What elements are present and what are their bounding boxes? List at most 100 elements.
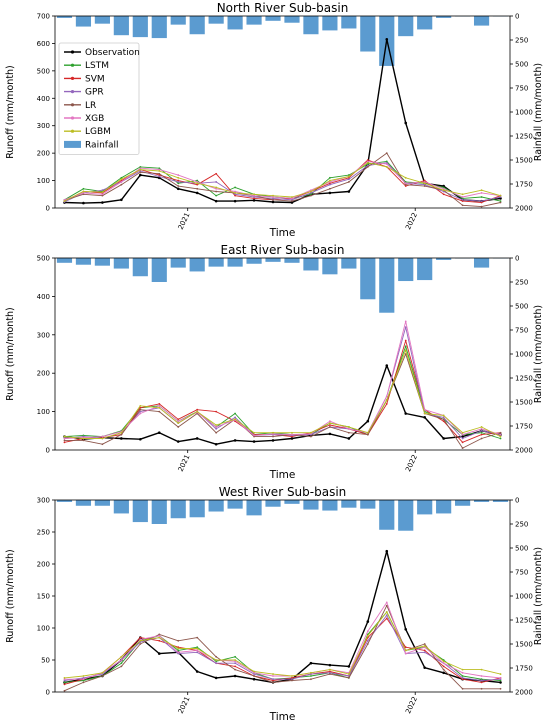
data-point-lr — [215, 190, 218, 193]
rainfall-bar — [132, 500, 148, 523]
data-point-gpr — [291, 198, 293, 201]
rainfall-bar — [417, 258, 433, 281]
data-point-lgbm — [499, 673, 502, 675]
data-point-gpr — [234, 416, 237, 419]
data-point-svm — [63, 441, 66, 444]
y-tick-label: 700 — [37, 13, 50, 21]
rainfall-bar — [170, 258, 186, 268]
rainfall-bar — [436, 258, 452, 260]
chart-panel-2: 0 100 200 300 400 500 0 250 500 750 1000 1250 1500 17… — [5, 243, 544, 481]
rainfall-bar — [208, 16, 224, 24]
data-point-lgbm — [120, 655, 123, 658]
y-tick-label: 0 — [46, 447, 50, 455]
data-point-observation — [157, 431, 161, 435]
data-point-xgb — [385, 601, 388, 604]
data-point-lr — [101, 194, 104, 197]
data-point-lstm — [139, 165, 142, 168]
data-point-observation — [271, 439, 275, 442]
data-point-svm — [461, 678, 464, 681]
data-point-lgbm — [158, 406, 161, 409]
data-point-observation — [252, 199, 256, 202]
y-tick-label: 300 — [37, 331, 50, 339]
data-point-svm — [234, 194, 237, 197]
data-point-lgbm — [499, 194, 502, 197]
data-point-xgb — [196, 649, 199, 652]
data-point-svm — [423, 649, 426, 652]
data-point-observation — [442, 184, 445, 188]
series-line-xgb — [64, 601, 501, 680]
data-point-lr — [423, 643, 426, 645]
data-point-xgb — [310, 189, 312, 192]
data-point-lr — [177, 639, 180, 642]
rainfall-bar — [189, 16, 205, 35]
data-point-lr — [480, 687, 483, 690]
data-point-observation — [442, 437, 445, 440]
y-tick-label: 250 — [37, 529, 50, 537]
series-line-lstm — [64, 611, 501, 683]
data-point-xgb — [63, 198, 66, 201]
y-axis-label: Runoff (mm/month) — [5, 307, 16, 401]
rainfall-bar — [56, 500, 73, 502]
data-point-gpr — [215, 662, 218, 665]
rainfall-bar — [265, 500, 281, 507]
rainfall-bar — [56, 16, 73, 18]
x-tick-label: 2022 — [404, 453, 419, 473]
data-point-lr — [328, 426, 331, 428]
data-point-lr — [366, 165, 369, 168]
y2-tick-label: 1000 — [515, 109, 533, 117]
data-point-svm — [177, 418, 180, 421]
data-point-gpr — [101, 189, 104, 192]
rainfall-bar — [360, 16, 376, 52]
data-point-xgb — [253, 434, 255, 437]
rainfall-bar — [398, 258, 414, 282]
rainfall-bar — [113, 258, 129, 269]
data-point-svm — [328, 424, 331, 426]
data-point-lstm — [347, 174, 350, 176]
data-point-lgbm — [461, 431, 464, 434]
rainfall-bar — [322, 16, 338, 31]
y2-tick-label: 500 — [515, 61, 528, 69]
data-point-svm — [404, 339, 407, 342]
series-line-lstm — [64, 160, 501, 202]
y-tick-label: 300 — [37, 497, 50, 505]
data-point-lgbm — [291, 431, 293, 434]
data-point-lr — [499, 201, 502, 204]
rainfall-bar — [246, 258, 262, 264]
y2-tick-label: 1000 — [515, 351, 533, 359]
data-point-lr — [215, 431, 218, 434]
data-point-observation — [176, 187, 180, 191]
data-point-lr — [158, 410, 161, 413]
data-point-lr — [366, 643, 369, 645]
data-point-gpr — [461, 677, 464, 679]
legend-box — [58, 42, 140, 155]
y2-tick-label: 750 — [515, 85, 528, 93]
y-tick-label: 0 — [46, 205, 50, 213]
data-point-lgbm — [63, 200, 66, 203]
y2-tick-label: 750 — [515, 327, 528, 335]
legend-label: LSTM — [85, 61, 109, 71]
data-point-lgbm — [253, 431, 255, 434]
data-point-lr — [139, 171, 142, 174]
data-point-svm — [253, 197, 255, 200]
data-point-gpr — [366, 639, 369, 642]
plot-frame — [54, 499, 511, 693]
data-point-svm — [480, 681, 483, 684]
data-point-lr — [196, 636, 199, 639]
series-line-lgbm — [64, 162, 501, 202]
data-point-lstm — [177, 649, 180, 652]
data-point-gpr — [63, 679, 66, 682]
data-point-svm — [215, 410, 218, 413]
data-point-lstm — [328, 176, 331, 179]
data-point-lgbm — [480, 668, 483, 671]
data-point-lgbm — [272, 194, 274, 197]
rainfall-bar — [436, 16, 452, 18]
data-point-observation — [366, 419, 370, 423]
data-point-lr — [272, 681, 274, 684]
data-point-observation — [120, 437, 123, 440]
data-point-svm — [272, 679, 274, 682]
data-point-lr — [82, 193, 85, 196]
data-point-lstm — [480, 431, 483, 434]
data-point-lgbm — [139, 168, 142, 171]
y2-tick-label: 1750 — [515, 665, 533, 673]
